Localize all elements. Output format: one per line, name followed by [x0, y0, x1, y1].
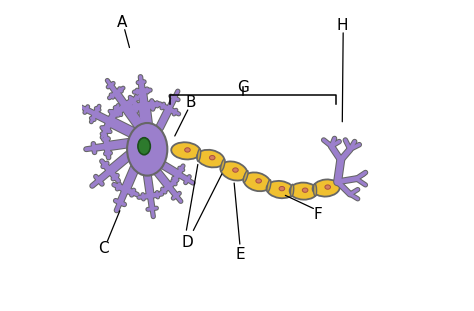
Ellipse shape — [325, 185, 330, 189]
Ellipse shape — [291, 184, 294, 197]
Ellipse shape — [171, 142, 201, 160]
Text: D: D — [182, 235, 193, 250]
Ellipse shape — [197, 150, 224, 167]
Text: C: C — [99, 241, 109, 256]
Text: A: A — [117, 15, 128, 30]
Ellipse shape — [233, 168, 238, 172]
Ellipse shape — [243, 171, 248, 183]
Text: F: F — [313, 207, 322, 222]
Text: B: B — [185, 95, 196, 110]
Ellipse shape — [279, 187, 285, 191]
Ellipse shape — [290, 183, 318, 200]
Ellipse shape — [313, 184, 317, 196]
Ellipse shape — [210, 156, 215, 160]
Ellipse shape — [138, 138, 150, 155]
Text: E: E — [235, 247, 245, 262]
Ellipse shape — [197, 149, 201, 161]
Ellipse shape — [256, 179, 262, 183]
Text: H: H — [337, 18, 348, 33]
Ellipse shape — [185, 148, 190, 152]
Ellipse shape — [220, 159, 225, 171]
Ellipse shape — [244, 172, 271, 191]
Text: G: G — [237, 80, 249, 95]
Ellipse shape — [266, 181, 294, 198]
Ellipse shape — [312, 179, 340, 197]
Ellipse shape — [267, 180, 271, 192]
Ellipse shape — [127, 123, 167, 176]
Ellipse shape — [220, 161, 247, 181]
Ellipse shape — [302, 188, 308, 192]
